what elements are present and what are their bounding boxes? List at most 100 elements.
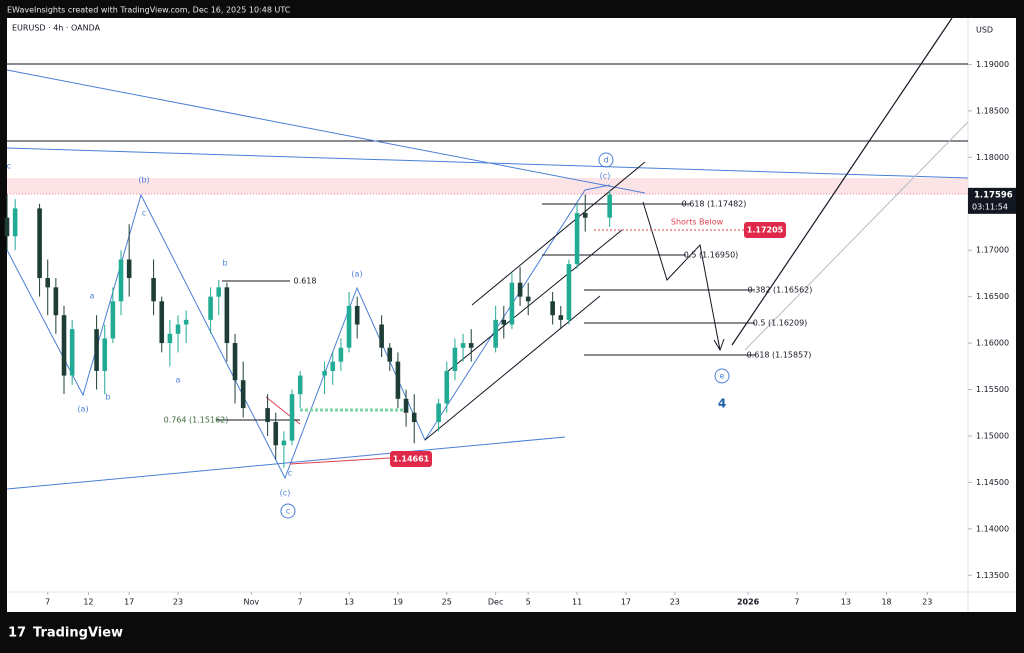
candle-body bbox=[12, 208, 18, 237]
candle-body bbox=[53, 287, 59, 316]
candle-body bbox=[297, 375, 303, 395]
candle-body bbox=[379, 324, 384, 348]
x-tick-label: Nov bbox=[244, 598, 260, 607]
annotation: e bbox=[720, 372, 725, 381]
candle-body bbox=[525, 296, 531, 302]
annotation: c bbox=[288, 469, 292, 478]
y-tick-label: 1.16500 bbox=[976, 292, 1009, 301]
projection-path bbox=[642, 201, 721, 351]
annotation: (c) bbox=[280, 489, 291, 498]
brand-logo: 17 bbox=[8, 626, 26, 641]
candle-body bbox=[501, 319, 507, 325]
candle-body bbox=[289, 394, 295, 441]
header: EWaveInsights created with TradingView.c… bbox=[7, 6, 291, 15]
wave-circle bbox=[280, 503, 296, 519]
candle-body bbox=[126, 259, 132, 279]
candle-body bbox=[110, 301, 116, 339]
brand: 17 TradingView bbox=[8, 626, 123, 641]
x-tick-label: 7 bbox=[794, 598, 799, 607]
candle-body bbox=[37, 208, 42, 279]
annotation: 1.14661 bbox=[393, 455, 430, 464]
candle-body bbox=[460, 343, 466, 348]
candle-body bbox=[61, 315, 67, 376]
candle-body bbox=[395, 361, 401, 399]
trend-line bbox=[6, 147, 969, 179]
candle-body bbox=[183, 319, 189, 325]
annotation: 1.17205 bbox=[747, 226, 784, 235]
x-tick-label: 23 bbox=[173, 598, 183, 607]
x-tick-label: 18 bbox=[881, 598, 891, 607]
candle-body bbox=[566, 264, 572, 320]
candle-body bbox=[493, 319, 498, 348]
projection-line bbox=[744, 121, 969, 351]
annotation: c bbox=[286, 507, 290, 516]
candle-body bbox=[102, 338, 108, 371]
annotation: b bbox=[222, 259, 227, 268]
price-badge bbox=[744, 222, 786, 238]
brand-name: TradingView bbox=[33, 626, 123, 641]
x-tick-label: 11 bbox=[572, 598, 582, 607]
y-tick-label: 1.18500 bbox=[976, 106, 1009, 115]
y-tick-label: 1.16000 bbox=[976, 339, 1009, 348]
candle-body bbox=[558, 315, 564, 320]
drawings bbox=[6, 17, 969, 490]
candle-body bbox=[346, 305, 352, 348]
candle-body bbox=[574, 213, 580, 265]
annotation: c bbox=[142, 209, 146, 218]
candle-body bbox=[224, 287, 230, 344]
candle-body bbox=[354, 305, 360, 325]
x-tick-label: 7 bbox=[298, 598, 303, 607]
annotation: c bbox=[7, 162, 11, 171]
annotation: 0.5 (1.16209) bbox=[753, 319, 808, 328]
candle-body bbox=[45, 278, 51, 288]
candle-body bbox=[338, 347, 344, 362]
wave-circle bbox=[714, 368, 730, 384]
annotation: a bbox=[90, 292, 95, 301]
annotation: 0.618 (1.17482) bbox=[682, 200, 747, 209]
candle-body bbox=[4, 217, 10, 237]
candle-body bbox=[411, 412, 417, 423]
candle-body bbox=[69, 329, 75, 376]
price-badge bbox=[390, 451, 432, 467]
annotation: (a) bbox=[351, 270, 362, 279]
annotation: b bbox=[105, 393, 110, 402]
y-tick-label: 1.18000 bbox=[976, 153, 1009, 162]
x-tick-label: 13 bbox=[841, 598, 851, 607]
candle-body bbox=[582, 213, 588, 218]
candle-body bbox=[232, 343, 238, 381]
candle-body bbox=[159, 301, 165, 344]
candle-body bbox=[322, 370, 327, 376]
trend-line bbox=[6, 69, 646, 194]
candle-body bbox=[94, 329, 99, 371]
y-tick-label: 1.15500 bbox=[976, 385, 1009, 394]
y-tick-label: 1.14000 bbox=[976, 524, 1009, 533]
x-tick-label: Dec bbox=[488, 598, 503, 607]
y-tick-label: 1.14500 bbox=[976, 478, 1009, 487]
annotation: 0.5 (1.16950) bbox=[684, 251, 739, 260]
annotation: (a) bbox=[77, 405, 88, 414]
x-tick-label: 17 bbox=[124, 598, 134, 607]
channel-line bbox=[471, 161, 646, 306]
symbol-info: EURUSD · 4h · OANDA bbox=[12, 24, 101, 33]
plot: 1.13500 1.14000 1.14500 1.15000 1.15500 1.160… bbox=[4, 60, 1016, 607]
candle-body bbox=[330, 361, 336, 371]
y-tick-label: 1.17000 bbox=[976, 246, 1009, 255]
x-tick-label: 7 bbox=[45, 598, 50, 607]
x-tick-label: 23 bbox=[922, 598, 932, 607]
candle-body bbox=[273, 422, 279, 446]
annotation: 0.764 (1.15162) bbox=[164, 416, 229, 425]
annotation: (c) bbox=[600, 172, 611, 181]
candle-body bbox=[436, 403, 441, 423]
annotation: 0.382 (1.16562) bbox=[748, 286, 813, 295]
candle-body bbox=[240, 380, 246, 409]
candle-body bbox=[452, 347, 458, 371]
y-tick-label: 1.13500 bbox=[976, 571, 1009, 580]
wave-circle bbox=[598, 152, 614, 168]
candle-body bbox=[118, 259, 124, 302]
x-tick-label: 17 bbox=[621, 598, 631, 607]
y-tick-label: 1.15000 bbox=[976, 431, 1009, 440]
candle-body bbox=[208, 296, 213, 320]
x-tick-label: 5 bbox=[526, 598, 531, 607]
trend-line bbox=[6, 436, 566, 490]
